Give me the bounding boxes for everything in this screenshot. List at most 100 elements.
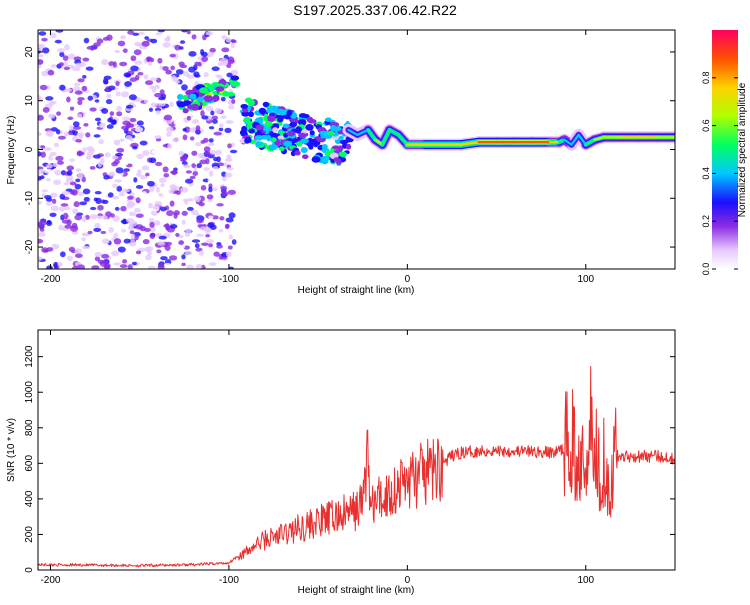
spectrogram-speckle [183,164,191,169]
spectrogram-speckle [75,139,83,143]
spectrogram-speckle [119,264,128,269]
ridge-segment [570,133,580,146]
spectrogram-speckle [122,218,127,225]
spectrogram-speckle [144,99,149,104]
spectrogram-speckle [137,71,144,76]
spectrogram-speckle [60,203,69,207]
spectrogram-speckle [167,143,173,149]
spectrogram-speckle [188,66,196,73]
spectrogram-speckle [141,165,150,171]
spectrogram-speckle [73,56,82,62]
spectrogram-speckle [209,47,216,53]
spectrogram-speckle [123,238,131,244]
spectrogram-speckle [212,187,218,192]
spectrogram-speckle [76,113,83,118]
spectrogram-speckle [69,181,77,186]
spectrogram-blob [323,134,333,139]
spectrogram-speckle [215,74,221,78]
spectrogram-speckle [103,75,112,80]
spectrogram-speckle [101,58,109,66]
spectrogram-speckle [94,251,103,257]
spectrogram-blob [289,121,298,128]
spectrogram-speckle [104,152,111,158]
spectrogram-speckle [116,147,125,153]
spectrogram-speckle [52,162,58,168]
spectrogram-blob [333,157,340,162]
spectrogram-speckle [169,200,175,207]
spectrogram-speckle [112,195,120,200]
spectrogram-speckle [122,116,131,121]
spectrogram-speckle [186,115,191,121]
spectrogram-speckle [42,47,50,54]
spectrogram-speckle [61,190,70,196]
spectrogram-speckle [227,245,233,250]
y-tick-label: 10 [24,95,35,107]
snr-ylabel: SNR (10 * v/v) [6,418,17,482]
spectrogram-speckle [129,123,135,128]
spectrogram-speckle [75,62,83,68]
spectrogram-blob [262,101,270,108]
spectrogram-xlabel: Height of straight line (km) [298,285,415,296]
spectrogram-speckle [81,232,91,237]
spectrogram-speckle [38,168,45,175]
spectrogram-speckle [148,186,155,193]
spectrogram-speckle [45,96,54,101]
y-tick-label: 600 [24,455,35,472]
spectrogram-speckle [228,212,236,219]
ridge-segment [584,138,596,146]
spectrogram-speckle [102,103,112,109]
spectrogram-speckle [76,132,85,137]
spectrogram-speckle [69,125,74,131]
spectrogram-speckle [169,53,176,58]
spectrogram-speckle [74,214,83,221]
spectrogram-speckle [48,113,56,119]
spectrogram-speckle [173,120,182,126]
spectrogram-speckle [145,254,152,261]
spectrogram-speckle [58,62,64,67]
spectrogram-speckle [191,184,197,189]
spectrogram-blob [300,138,309,144]
colorbar-tick-label: 0.6 [701,119,711,132]
spectrogram-blob [345,143,352,150]
spectrogram-speckle [69,106,75,111]
spectrogram-speckle [88,147,95,154]
spectrogram-blob [298,132,307,139]
colorbar: 0.0 0.2 0.4 0.6 0.8 Normalized spectral ampl… [701,30,748,275]
spectrogram-speckle [213,251,220,257]
spectrogram-speckle [160,206,167,212]
spectrogram-speckle [121,228,126,233]
spectrogram-speckle [200,242,209,246]
spectrogram-speckle [57,48,66,53]
spectrogram-speckle [44,168,53,174]
spectrogram-speckle [74,90,83,95]
x-tick-label: -200 [40,575,60,586]
spectrogram-speckle [59,206,66,212]
spectrogram-speckle [89,214,98,220]
ridge-segment [366,128,377,141]
spectrogram-speckle [203,167,210,171]
spectrogram-speckle [227,266,235,269]
spectrogram-speckle [66,165,75,171]
spectrogram-speckle [226,167,234,171]
spectrogram-ylabel: Frequency (Hz) [6,116,17,185]
spectrogram-blob [338,151,348,157]
spectrogram-speckle [141,40,150,47]
spectrogram-speckle [57,160,64,165]
spectrogram-speckle [182,127,187,132]
spectrogram-speckle [205,233,211,238]
spectrogram-speckle [211,215,219,220]
spectrogram-blob [301,154,309,160]
spectrogram-speckle [111,250,120,257]
spectrogram-speckle [116,111,123,117]
spectrogram-speckle [53,261,59,269]
spectrogram-blob [247,101,255,107]
spectrogram-speckle [77,191,85,197]
spectrogram-speckle [47,51,56,59]
spectrogram-speckle [135,185,144,189]
spectrogram-speckle [128,94,137,101]
spectrogram-noise [38,30,239,269]
spectrogram-speckle [63,61,69,67]
spectrogram-speckle [85,132,91,138]
spectrogram-speckle [135,213,144,218]
